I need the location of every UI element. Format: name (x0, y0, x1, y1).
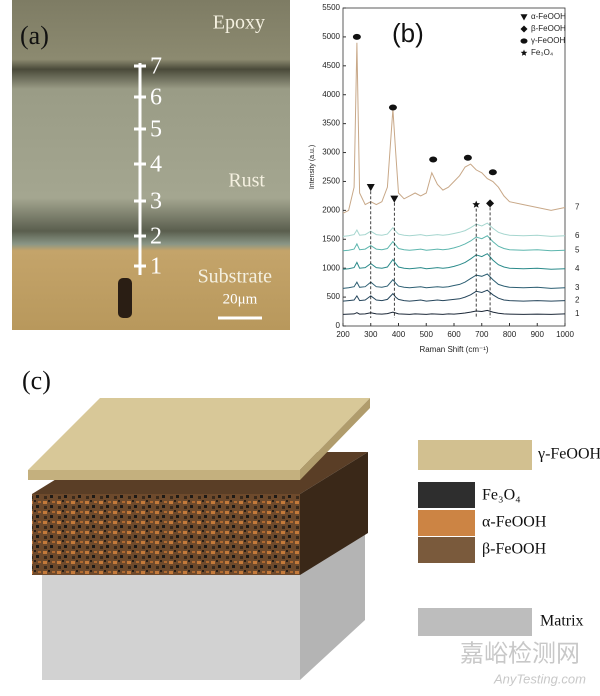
y-tick-label: 5000 (322, 32, 340, 41)
legend-swatch (418, 482, 475, 508)
y-tick-label: 2500 (322, 177, 340, 186)
y-tick-label: 4500 (322, 61, 340, 70)
y-tick-label: 1000 (322, 263, 340, 272)
spectrum (342, 42, 566, 214)
legend-label: β-FeOOH (482, 541, 547, 558)
micrograph-image (12, 0, 290, 330)
spectrum (342, 253, 566, 270)
region-label: Rust (228, 170, 265, 192)
panel-label: (a) (20, 21, 49, 50)
x-tick-label: 500 (420, 330, 434, 339)
peak-marker (429, 156, 438, 163)
plate-front (28, 470, 300, 480)
point-label: 3 (150, 189, 162, 215)
legend-symbol (520, 49, 528, 56)
legend-label: Fe₃O₄ (482, 487, 521, 504)
point-label: 1 (150, 254, 162, 280)
panel-label: (b) (392, 18, 424, 48)
legend-label: α-FeOOH (531, 12, 566, 21)
spectrum (342, 273, 566, 289)
peak-marker (488, 169, 497, 176)
layer-diagram: (c) γ-FeOOH Fe₃O₄ α-FeOOH β-FeOOH Matrix… (22, 366, 600, 686)
y-tick-label: 3000 (322, 148, 340, 157)
y-tick-label: 3500 (322, 119, 340, 128)
x-tick-label: 900 (531, 330, 545, 339)
x-tick-label: 700 (475, 330, 489, 339)
peak-marker (366, 184, 375, 192)
scan-points: 1 2 3 4 5 6 7 (134, 54, 162, 280)
spectrum (342, 309, 566, 315)
peak-marker (472, 200, 480, 208)
legend-symbol (520, 38, 528, 44)
legend-swatch (418, 510, 475, 536)
legend-label: γ-FeOOH (531, 36, 565, 45)
series-label: 1 (575, 309, 580, 318)
legend-label: Fe₃O₄ (531, 48, 553, 57)
legend-label: β-FeOOH (531, 24, 566, 33)
legend-label: γ-FeOOH (537, 446, 600, 463)
x-tick-label: 400 (392, 330, 406, 339)
peak-marker (352, 33, 361, 40)
x-tick-label: 300 (364, 330, 378, 339)
x-tick-label: 200 (336, 330, 350, 339)
legend-label: α-FeOOH (482, 514, 547, 531)
x-axis-title: Raman Shift (cm⁻¹) (419, 345, 488, 354)
y-tick-label: 500 (327, 292, 341, 301)
legend-swatch (418, 537, 475, 563)
y-tick-label: 1500 (322, 234, 340, 243)
panel-label: (c) (22, 366, 51, 395)
plate-top (28, 398, 370, 470)
point-label: 6 (150, 85, 162, 111)
region-label: Substrate (198, 266, 273, 288)
legend-swatch (418, 608, 532, 636)
legend-symbol (520, 14, 528, 21)
peak-marker (463, 154, 472, 161)
rust-side (300, 452, 368, 575)
raman-chart: (b) Raman Shift (cm⁻¹) Intensity (a.u.) … (309, 3, 580, 354)
point-label: 2 (150, 224, 162, 250)
y-tick-label: 2000 (322, 205, 340, 214)
peak-marker (390, 195, 399, 203)
micrograph: (a) Epoxy Rust Substrate 20μm 1 2 3 4 5 6 7 (12, 0, 290, 330)
legend-label: Matrix (540, 613, 584, 630)
y-axis-title: Intensity (a.u.) (309, 145, 316, 189)
watermark: AnyTesting.com (493, 671, 586, 686)
peak-marker (388, 104, 397, 111)
series-label: 7 (575, 203, 580, 212)
x-tick-label: 800 (503, 330, 517, 339)
series-label: 4 (575, 264, 580, 273)
plate-side (300, 398, 370, 480)
y-tick-label: 0 (336, 321, 341, 330)
scale-bar-label: 20μm (223, 291, 258, 307)
spectrum (342, 289, 566, 302)
point-label: 5 (150, 117, 162, 143)
legend-symbol (520, 25, 528, 33)
series-label: 3 (575, 283, 580, 292)
point-label: 7 (150, 54, 162, 80)
matrix-front (42, 560, 300, 680)
region-label: Epoxy (213, 12, 265, 34)
x-tick-label: 600 (447, 330, 461, 339)
y-tick-label: 5500 (322, 3, 340, 12)
spectrum (342, 222, 566, 237)
y-tick-label: 4000 (322, 90, 340, 99)
pit (118, 278, 132, 318)
spectrum (342, 235, 566, 252)
series-label: 6 (575, 231, 580, 240)
point-label: 4 (150, 152, 162, 178)
legend-swatch (418, 440, 532, 470)
peak-marker (486, 199, 495, 208)
series-label: 2 (575, 296, 580, 305)
series-label: 5 (575, 245, 580, 254)
watermark: 嘉峪检测网 (460, 640, 580, 667)
x-tick-label: 1000 (556, 330, 574, 339)
rust-front (32, 494, 300, 575)
